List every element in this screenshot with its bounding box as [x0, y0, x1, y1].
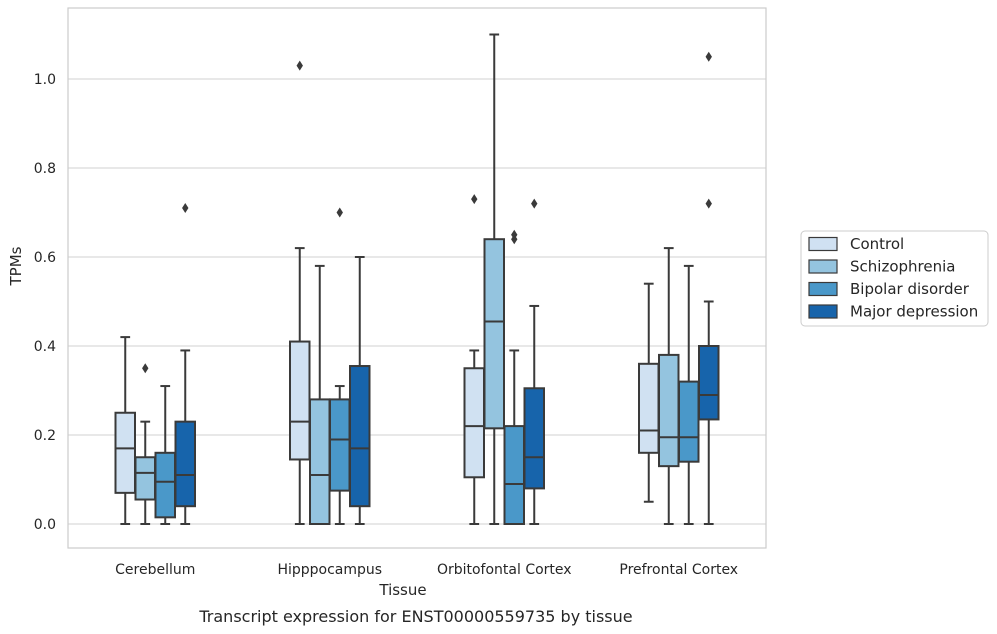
outlier-point [336, 207, 343, 218]
box-plot-item [503, 229, 525, 526]
outlier-point [296, 60, 303, 71]
box-plot-item [329, 207, 351, 525]
box [349, 365, 371, 508]
box-plot-item [523, 198, 545, 525]
plot-frame [67, 7, 767, 549]
box-plot-item [483, 33, 505, 525]
box [329, 398, 351, 492]
x-tick-label: Prefrontal Cortex [619, 562, 738, 578]
x-axis-title: Tissue [378, 581, 426, 599]
box [658, 353, 680, 468]
y-axis-title: TPMs [7, 246, 25, 286]
box [523, 387, 545, 490]
box [698, 345, 720, 421]
x-tick-label: Orbitofontal Cortex [437, 562, 572, 578]
chart-caption: Transcript expression for ENST0000055973… [198, 607, 632, 626]
box-plot-item [463, 194, 485, 525]
legend: Control Schizophrenia Bipolar disorder Majo… [800, 230, 989, 327]
legend-swatch [808, 304, 838, 319]
legend-swatch [808, 281, 838, 297]
x-tick-labels: Cerebellum Hipppocampus Orbitofontal Corte… [115, 562, 738, 578]
outlier-point [471, 194, 478, 205]
box-plot-item [698, 51, 720, 525]
outlier-point [511, 229, 518, 240]
box [134, 456, 156, 501]
outlier-point [705, 51, 712, 62]
box-plot-item [678, 264, 700, 525]
box-plot-item [114, 336, 136, 525]
box [678, 380, 700, 463]
y-tick-label: 0.6 [34, 250, 56, 266]
box [114, 411, 136, 494]
outlier-point [142, 363, 149, 374]
outlier-point [531, 198, 538, 209]
x-tick-label: Cerebellum [115, 562, 195, 578]
y-tick-label: 0.2 [34, 428, 56, 444]
y-tick-label: 1.0 [34, 72, 56, 88]
y-tick-labels: 0.0 0.2 0.4 0.6 0.8 1.0 [34, 72, 56, 533]
box [463, 367, 485, 479]
box [154, 451, 176, 519]
box [289, 340, 311, 461]
box-plot-item [349, 256, 371, 525]
box-plot-item [289, 60, 311, 525]
box-plot-item [174, 203, 196, 525]
box-plot-item [154, 385, 176, 525]
box [638, 362, 660, 454]
legend-swatch [808, 236, 838, 252]
x-tick-label: Hipppocampus [277, 562, 382, 578]
legend-swatch [808, 259, 838, 274]
box-plot-item [658, 247, 680, 525]
outlier-point [705, 198, 712, 209]
box-plot-item [309, 264, 331, 525]
legend-label: Major depression [850, 303, 978, 321]
box-plot-item [134, 363, 156, 525]
legend-label: Bipolar disorder [850, 280, 970, 298]
outlier-point [182, 203, 189, 214]
legend-label: Schizophrenia [850, 258, 955, 276]
box-plot-marks [114, 33, 720, 526]
box [503, 425, 525, 526]
legend-frame [800, 230, 989, 327]
box [483, 238, 505, 430]
legend-label: Control [850, 235, 904, 253]
box [174, 420, 196, 508]
y-tick-label: 0.4 [34, 339, 56, 355]
box-plot-item [638, 282, 660, 503]
y-tick-label: 0.8 [34, 161, 56, 177]
box [309, 398, 331, 525]
y-tick-label: 0.0 [34, 517, 56, 533]
